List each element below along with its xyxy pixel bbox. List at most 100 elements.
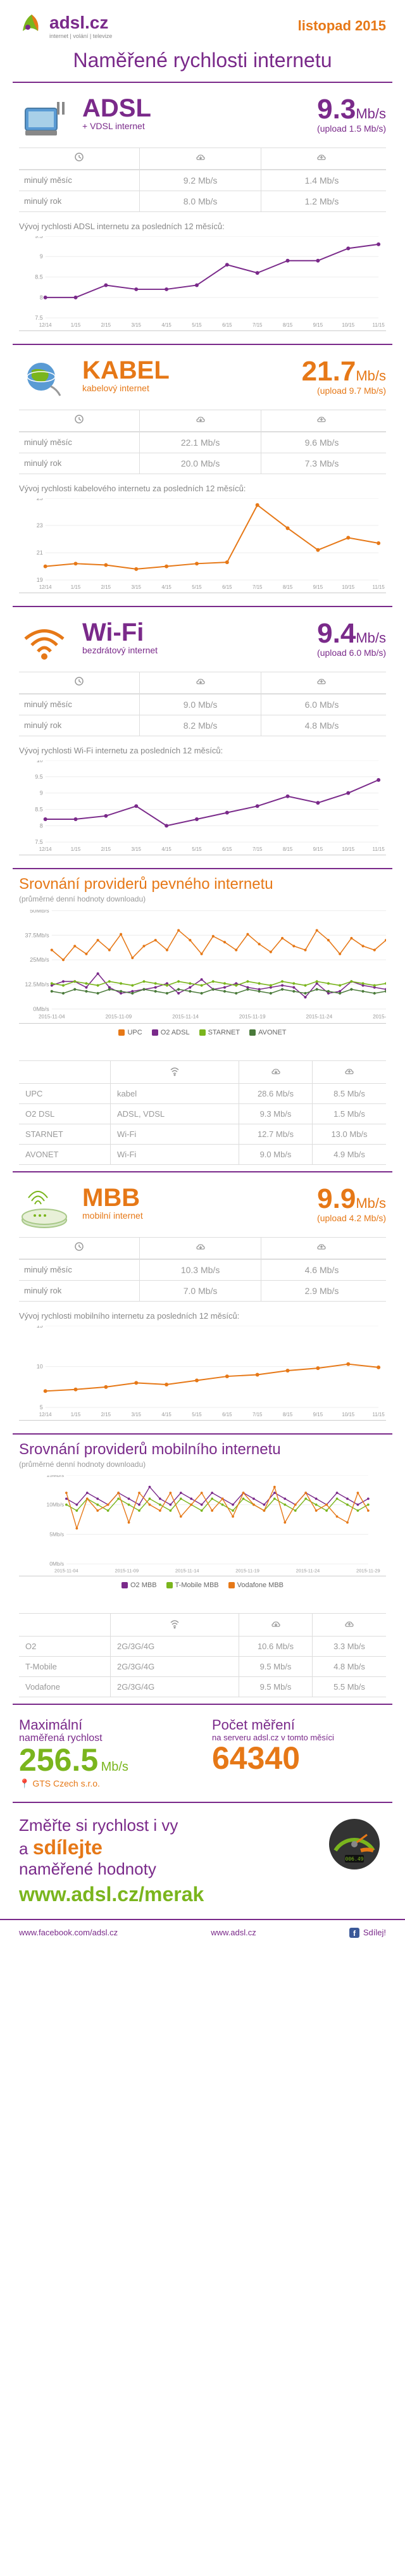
svg-text:10/15: 10/15 <box>342 1412 354 1417</box>
wifi-ly-up: 4.8 Mb/s <box>261 715 382 736</box>
svg-text:10/15: 10/15 <box>342 584 354 590</box>
svg-text:7/15: 7/15 <box>252 322 263 328</box>
mbb-speed-unit: Mb/s <box>356 1195 386 1211</box>
fixed-provider-table: UPCkabel28.6 Mb/s8.5 Mb/sO2 DSLADSL, VDS… <box>19 1060 386 1165</box>
last-month-label: minulý měsíc <box>19 1260 140 1280</box>
svg-text:3/15: 3/15 <box>132 322 142 328</box>
svg-text:2/15: 2/15 <box>101 846 111 852</box>
max-section: Maximální naměřená rychlost 256.5 Mb/s 📍… <box>0 1705 405 1802</box>
mobile-provider-chart: 0Mb/s5Mb/s10Mb/s15Mb/s2015-11-042015-11-… <box>19 1475 386 1576</box>
mbb-chart-title: Vývoj rychlosti mobilního internetu za p… <box>19 1311 386 1321</box>
svg-text:6/15: 6/15 <box>222 1412 232 1417</box>
svg-text:9: 9 <box>40 790 43 796</box>
kabel-ly-up: 7.3 Mb/s <box>261 453 382 474</box>
svg-text:2015-11-09: 2015-11-09 <box>106 1014 132 1019</box>
kabel-chart-title: Vývoj rychlosti kabelového internetu za … <box>19 484 386 493</box>
kabel-speed-unit: Mb/s <box>356 368 386 384</box>
facebook-icon: f <box>349 1928 359 1938</box>
svg-text:2/15: 2/15 <box>101 1412 111 1417</box>
adsl-chart: 7.588.599.512/141/152/153/154/155/156/15… <box>19 236 386 331</box>
legend-item: O2 ADSL <box>152 1029 190 1036</box>
svg-text:10/15: 10/15 <box>342 322 354 328</box>
wifi-chart-title: Vývoj rychlosti Wi-Fi internetu za posle… <box>19 746 386 755</box>
wifi-lm-up: 6.0 Mb/s <box>261 694 382 715</box>
logo-icon <box>19 13 44 39</box>
svg-text:4/15: 4/15 <box>161 584 171 590</box>
svg-text:2015-11-04: 2015-11-04 <box>39 1014 65 1019</box>
svg-text:0Mb/s: 0Mb/s <box>33 1006 49 1012</box>
svg-text:11/15: 11/15 <box>372 584 385 590</box>
cta-line-3: naměřené hodnoty <box>19 1859 156 1878</box>
upload-icon <box>261 672 382 693</box>
wifi-subtitle: bezdrátový internet <box>82 645 304 655</box>
wifi-ly-down: 8.2 Mb/s <box>140 715 261 736</box>
svg-text:1/15: 1/15 <box>71 584 81 590</box>
max-sub-1: 📍 GTS Czech s.r.o. <box>19 1778 193 1789</box>
kabel-speed: 21.7 <box>302 356 356 387</box>
svg-text:8/15: 8/15 <box>283 584 293 590</box>
table-row: Vodafone2G/3G/4G9.5 Mb/s5.5 Mb/s <box>19 1676 386 1697</box>
svg-text:7/15: 7/15 <box>252 846 263 852</box>
adsl-section: ADSL + VDSL internet 9.3Mb/s (upload 1.5… <box>0 83 405 344</box>
table-row: T-Mobile2G/3G/4G9.5 Mb/s4.8 Mb/s <box>19 1656 386 1676</box>
mbb-lm-down: 10.3 Mb/s <box>140 1260 261 1280</box>
fixed-provider-chart: 0Mb/s12.5Mb/s25Mb/s37.5Mb/s50Mb/s2015-11… <box>19 910 386 1024</box>
kabel-ly-down: 20.0 Mb/s <box>140 453 261 474</box>
svg-text:11/15: 11/15 <box>372 322 385 328</box>
cta-line-2a: a <box>19 1839 33 1858</box>
wifi-icon <box>19 620 70 664</box>
svg-text:9/15: 9/15 <box>313 322 323 328</box>
footer-share[interactable]: f Sdílej! <box>349 1928 386 1938</box>
cta-line-2b: sdílejte <box>33 1836 103 1859</box>
svg-text:8: 8 <box>40 294 43 301</box>
kabel-upload: (upload 9.7 Mb/s) <box>302 386 386 396</box>
adsl-speed: 9.3 <box>317 94 356 125</box>
cta-url[interactable]: www.adsl.cz/merak <box>19 1883 386 1906</box>
svg-text:5/15: 5/15 <box>192 584 202 590</box>
last-month-label: minulý měsíc <box>19 694 140 715</box>
logo: adsl.cz internet | volání | televize <box>19 13 112 39</box>
svg-text:15: 15 <box>37 1326 43 1329</box>
wifi-title: Wi-Fi <box>82 620 304 645</box>
download-icon <box>140 410 261 431</box>
adsl-lm-down: 9.2 Mb/s <box>140 170 261 191</box>
download-header-icon <box>239 1061 313 1083</box>
logo-text: adsl.cz <box>49 13 112 33</box>
svg-text:9.5: 9.5 <box>35 236 42 239</box>
svg-text:25: 25 <box>37 498 43 501</box>
adsl-subtitle: + VDSL internet <box>82 121 304 131</box>
gauge-icon: 006.49 <box>323 1816 386 1873</box>
table-row: O2 DSLADSL, VDSL9.3 Mb/s1.5 Mb/s <box>19 1103 386 1124</box>
svg-text:9: 9 <box>40 253 43 260</box>
table-row: AVONETWi-Fi9.0 Mb/s4.9 Mb/s <box>19 1144 386 1165</box>
globe-icon <box>19 358 70 402</box>
svg-text:21: 21 <box>37 550 43 556</box>
mbb-speed: 9.9 <box>317 1183 356 1214</box>
wifi-header-icon <box>111 1614 239 1636</box>
footer-site[interactable]: www.adsl.cz <box>211 1928 256 1938</box>
kabel-lm-up: 9.6 Mb/s <box>261 432 382 453</box>
mobile-provider-table: O22G/3G/4G10.6 Mb/s3.3 Mb/sT-Mobile2G/3G… <box>19 1613 386 1697</box>
upload-icon <box>261 148 382 169</box>
last-year-label: minulý rok <box>19 1281 140 1301</box>
date: listopad 2015 <box>298 18 386 34</box>
svg-text:7/15: 7/15 <box>252 584 263 590</box>
svg-text:10Mb/s: 10Mb/s <box>47 1502 65 1508</box>
header: adsl.cz internet | volání | televize lis… <box>0 0 405 46</box>
mobile-provider-title: Srovnání providerů mobilního internetu <box>0 1435 405 1460</box>
svg-text:25Mb/s: 25Mb/s <box>30 957 49 963</box>
svg-text:7.5: 7.5 <box>35 839 42 845</box>
svg-text:8.5: 8.5 <box>35 274 42 280</box>
legend-item: O2 MBB <box>122 1581 157 1589</box>
table-row: STARNETWi-Fi12.7 Mb/s13.0 Mb/s <box>19 1124 386 1144</box>
upload-header-icon <box>313 1614 386 1636</box>
kabel-title: KABEL <box>82 358 289 383</box>
svg-text:50Mb/s: 50Mb/s <box>30 910 49 914</box>
svg-text:2015-11-19: 2015-11-19 <box>235 1568 259 1573</box>
svg-text:5Mb/s: 5Mb/s <box>49 1531 64 1537</box>
footer-fb[interactable]: www.facebook.com/adsl.cz <box>19 1928 118 1938</box>
adsl-lm-up: 1.4 Mb/s <box>261 170 382 191</box>
download-icon <box>140 1238 261 1259</box>
svg-text:9/15: 9/15 <box>313 1412 323 1417</box>
svg-text:7/15: 7/15 <box>252 1412 263 1417</box>
